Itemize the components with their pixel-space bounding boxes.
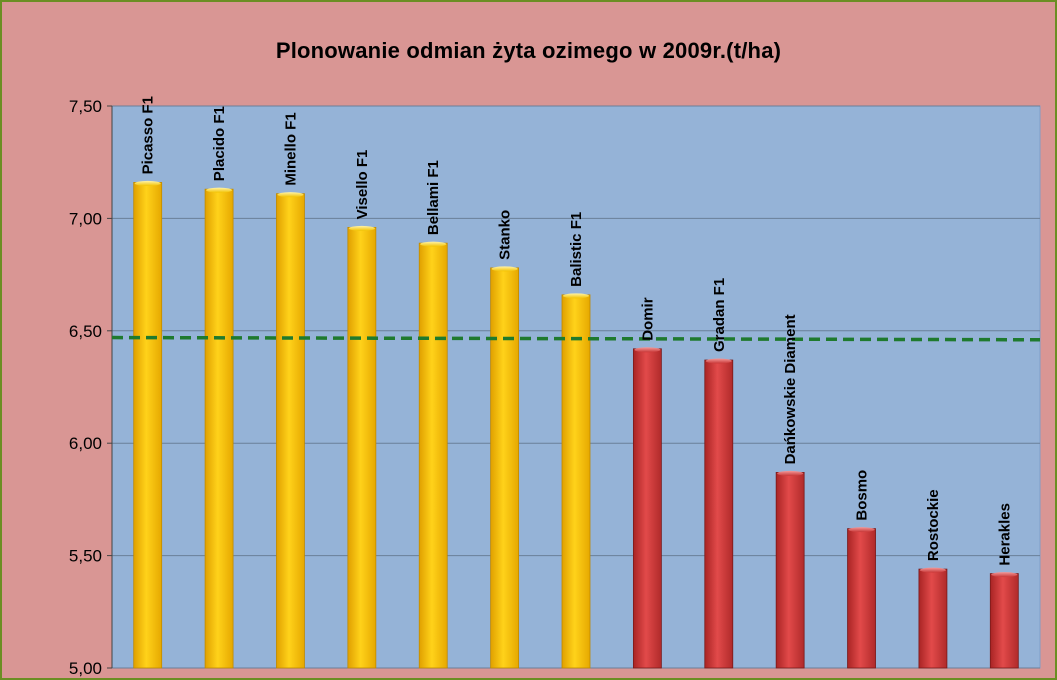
bar [276,193,305,669]
bar-top [919,567,946,573]
bar [918,568,948,669]
bar-label: Herakles [996,503,1013,566]
bar-label: Stanko [497,210,514,260]
bar [847,528,876,669]
bar-top [848,527,875,533]
bars [133,180,1019,669]
bar-label: Domir [639,297,656,341]
bar-label: Gradan F1 [711,278,728,352]
bar-label: Dańkowskie Diament [782,314,799,464]
bar [704,359,734,669]
chart-title: Plonowanie odmian żyta ozimego w 2009r.(… [275,38,782,63]
y-tick-label: 5,00 [69,659,102,678]
reference-line-group [111,335,1041,342]
y-axis: 5,00 5,50 6,00 6,50 7,00 7,50 [69,97,113,678]
bar-top [777,470,804,476]
bar [632,348,662,669]
reference-line [111,335,1041,342]
bar-top [420,241,447,247]
bar-label: Visello F1 [354,150,371,220]
y-tick-label: 7,00 [69,209,102,228]
bar-label: Picasso F1 [140,96,157,174]
bar-label: Placido F1 [211,106,228,181]
bar [561,294,591,669]
bar-top [277,192,304,198]
y-tick-label: 6,50 [69,322,102,341]
bar [989,573,1019,669]
bar [775,472,805,669]
bar-top [634,347,661,353]
bar-label: Bosmo [854,470,871,521]
bar-top [348,225,375,231]
bar-label: Rostockie [925,489,942,561]
y-tick-label: 7,50 [69,97,102,116]
y-tick-label: 6,00 [69,434,102,453]
bar-top [991,572,1018,578]
bar [204,188,234,669]
bar-top [134,180,161,186]
bar-label: Minello F1 [282,112,299,185]
bar-top [563,293,589,299]
bar [418,242,448,669]
bar-top [705,358,732,364]
bar-labels: Picasso F1 Placido F1 Minello F1 Visello F1… [140,96,1014,566]
bar-label: Bellami F1 [425,160,442,235]
bar [133,182,163,669]
bar-top [206,187,233,193]
y-tick-label: 5,50 [69,547,102,566]
bar-label: Balistic F1 [568,212,585,287]
bar [347,226,377,669]
bar-top [491,266,518,272]
bar [490,267,520,669]
